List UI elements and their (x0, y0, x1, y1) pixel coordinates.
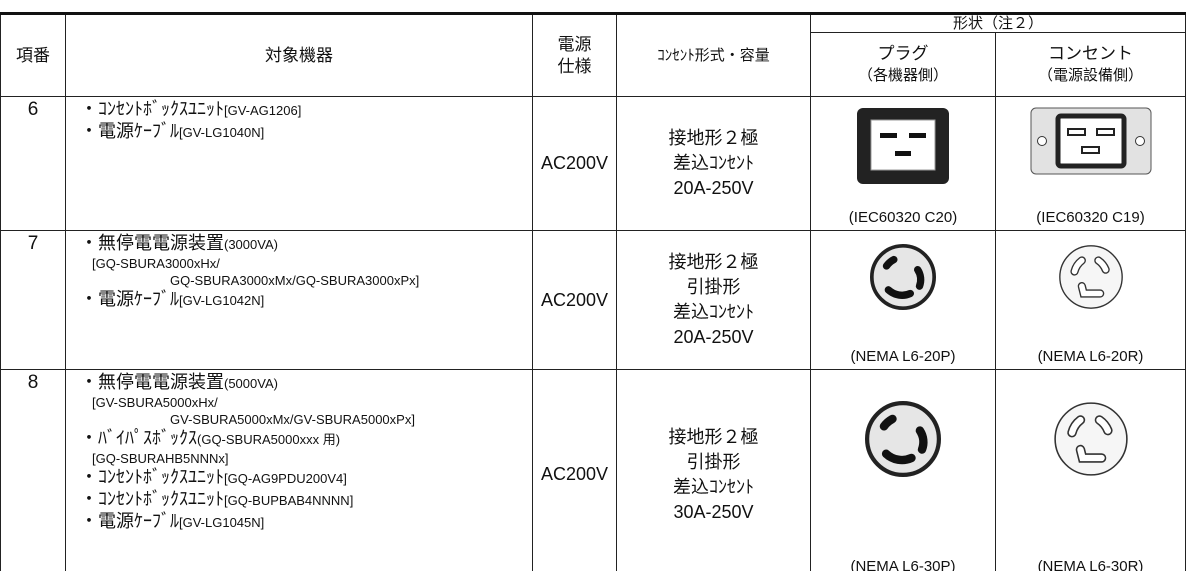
page: 項番 対象機器 電源 仕様 ｺﾝｾﾝﾄ形式・容量 形状（注２） プラグ （各機器側）… (0, 12, 1189, 571)
spec-line: 20A-250V (673, 327, 754, 347)
outlet-icon (996, 241, 1185, 313)
outlet-icon (996, 107, 1185, 175)
device-model: [GV-SBURA5000xHx/ (92, 395, 218, 410)
spec-line: 接地形２極 (668, 128, 759, 148)
plug-cell: (IEC60320 C20) (810, 96, 996, 231)
spec-line: 接地形２極 (668, 252, 759, 272)
device-detail: (3000VA) (224, 237, 278, 252)
table-body: 6 ・ｺﾝｾﾝﾄﾎﾞｯｸｽﾕﾆｯﾄ[GV-AG1206] ・電源ｹｰﾌﾞﾙ[GV-L… (0, 96, 1187, 571)
device-line: ・ﾊﾞｲﾊﾟｽﾎﾞｯｸｽ(GQ-SBURA5000xxx 用) (80, 428, 532, 450)
device-detail: [GV-LG1042N] (179, 293, 265, 308)
spec-line: 差込ｺﾝｾﾝﾄ (673, 476, 754, 497)
device-cell: ・無停電電源装置(5000VA) [GV-SBURA5000xHx/GV-SBUR… (65, 369, 533, 571)
device-line: ・ｺﾝｾﾝﾄﾎﾞｯｸｽﾕﾆｯﾄ[GQ-BUPBAB4NNNN] (80, 489, 532, 511)
power-spec: AC200V (532, 230, 617, 370)
device-line: ・無停電電源装置(3000VA) (80, 233, 532, 255)
plug-caption: (NEMA L6-20P) (850, 348, 956, 365)
outlet-cell: (NEMA L6-30R) (994, 369, 1187, 571)
plug-icon (811, 107, 995, 185)
spec-line: 差込ｺﾝｾﾝﾄ (673, 302, 754, 322)
device-name: ・ｺﾝｾﾝﾄﾎﾞｯｸｽﾕﾆｯﾄ (80, 467, 224, 487)
spec-table: 項番 対象機器 電源 仕様 ｺﾝｾﾝﾄ形式・容量 形状（注２） プラグ （各機器側）… (0, 12, 1187, 571)
device-name: ・無停電電源装置 (80, 372, 224, 392)
device-name: ・電源ｹｰﾌﾞﾙ (80, 289, 179, 309)
plug-icon (811, 398, 995, 480)
device-line: ・電源ｹｰﾌﾞﾙ[GV-LG1042N] (80, 289, 532, 311)
spec-line: 接地形２極 (668, 426, 759, 447)
table-row: 6 ・ｺﾝｾﾝﾄﾎﾞｯｸｽﾕﾆｯﾄ[GV-AG1206] ・電源ｹｰﾌﾞﾙ[GV-L… (0, 96, 1187, 231)
item-number: 6 (0, 96, 66, 231)
plug-caption: (NEMA L6-30P) (850, 558, 956, 571)
outlet-cell: (NEMA L6-20R) (994, 230, 1187, 370)
device-name: ・ｺﾝｾﾝﾄﾎﾞｯｸｽﾕﾆｯﾄ (80, 99, 224, 119)
spec-line: 30A-250V (673, 501, 754, 522)
header-power-line: 仕様 (557, 56, 592, 76)
device-name: ・電源ｹｰﾌﾞﾙ (80, 121, 179, 141)
header-power-line: 電源 (557, 34, 592, 54)
outlet-caption: (NEMA L6-30R) (1037, 558, 1144, 571)
device-line: ・無停電電源装置(5000VA) (80, 372, 532, 394)
outlet-spec: 接地形２極差込ｺﾝｾﾝﾄ 20A-250V (616, 96, 811, 231)
device-line: ・電源ｹｰﾌﾞﾙ[GV-LG1045N] (80, 511, 532, 533)
header-outlet: コンセント （電源設備側） (994, 32, 1187, 97)
item-number: 7 (0, 230, 66, 370)
outlet-icon (996, 398, 1185, 480)
table-row: 8 ・無停電電源装置(5000VA) [GV-SBURA5000xHx/GV-SBU… (0, 369, 1187, 571)
device-model: GQ-SBURA3000xMx/GQ-SBURA3000xPx] (170, 273, 420, 288)
header-plug: プラグ （各機器側） (810, 32, 996, 97)
plug-cell: (NEMA L6-30P) (810, 369, 996, 571)
header-spec: ｺﾝｾﾝﾄ形式・容量 (616, 13, 811, 97)
device-name: ・ｺﾝｾﾝﾄﾎﾞｯｸｽﾕﾆｯﾄ (80, 489, 224, 509)
header-no: 項番 (0, 13, 66, 97)
header-plug-line: （各機器側） (857, 66, 948, 84)
device-model: [GQ-SBURAHB5NNNx] (92, 451, 229, 466)
device-detail: [GQ-AG9PDU200V4] (224, 471, 347, 486)
outlet-spec: 接地形２極引掛形差込ｺﾝｾﾝﾄ 30A-250V (616, 369, 811, 571)
device-detail: (5000VA) (224, 376, 278, 391)
outlet-caption: (IEC60320 C19) (1036, 209, 1145, 226)
spec-line: 20A-250V (673, 178, 754, 198)
device-cell: ・無停電電源装置(3000VA) [GQ-SBURA3000xHx/GQ-SBUR… (65, 230, 533, 370)
device-cell: ・ｺﾝｾﾝﾄﾎﾞｯｸｽﾕﾆｯﾄ[GV-AG1206] ・電源ｹｰﾌﾞﾙ[GV-LG… (65, 96, 533, 231)
device-detail: [GV-AG1206] (224, 103, 302, 118)
device-detail: [GQ-BUPBAB4NNNN] (224, 493, 354, 508)
device-detail: [GV-LG1040N] (179, 125, 265, 140)
device-detail: [GV-LG1045N] (179, 515, 265, 530)
power-spec: AC200V (532, 96, 617, 231)
plug-icon (811, 241, 995, 313)
device-line: ・ｺﾝｾﾝﾄﾎﾞｯｸｽﾕﾆｯﾄ[GQ-AG9PDU200V4] (80, 467, 532, 489)
device-name: ・ﾊﾞｲﾊﾟｽﾎﾞｯｸｽ (80, 428, 197, 448)
item-number: 8 (0, 369, 66, 571)
device-model: [GQ-SBURA3000xHx/ (92, 256, 220, 271)
header-outlet-line: コンセント (1048, 43, 1133, 63)
power-spec: AC200V (532, 369, 617, 571)
header-power: 電源 仕様 (532, 13, 617, 97)
header-outlet-line: （電源設備側） (1038, 66, 1144, 84)
spec-line: 差込ｺﾝｾﾝﾄ (673, 153, 754, 173)
spec-line: 引掛形 (686, 451, 741, 472)
plug-caption: (IEC60320 C20) (848, 209, 958, 226)
header-device: 対象機器 (65, 13, 533, 97)
table-row: 7 ・無停電電源装置(3000VA) [GQ-SBURA3000xHx/GQ-SBU… (0, 230, 1187, 370)
device-model: GV-SBURA5000xMx/GV-SBURA5000xPx] (170, 412, 415, 427)
header-shape: 形状（注２） (809, 13, 1187, 33)
spec-line: 引掛形 (686, 277, 741, 297)
device-name: ・無停電電源装置 (80, 233, 224, 253)
outlet-spec: 接地形２極引掛形差込ｺﾝｾﾝﾄ 20A-250V (616, 230, 811, 370)
device-detail: (GQ-SBURA5000xxx 用) (197, 432, 341, 447)
outlet-caption: (NEMA L6-20R) (1037, 348, 1144, 365)
header-plug-line: プラグ (877, 43, 929, 63)
outlet-cell: (IEC60320 C19) (994, 96, 1187, 231)
plug-cell: (NEMA L6-20P) (810, 230, 996, 370)
device-name: ・電源ｹｰﾌﾞﾙ (80, 511, 179, 531)
device-line: ・電源ｹｰﾌﾞﾙ[GV-LG1040N] (80, 121, 532, 143)
device-line: ・ｺﾝｾﾝﾄﾎﾞｯｸｽﾕﾆｯﾄ[GV-AG1206] (80, 99, 532, 121)
